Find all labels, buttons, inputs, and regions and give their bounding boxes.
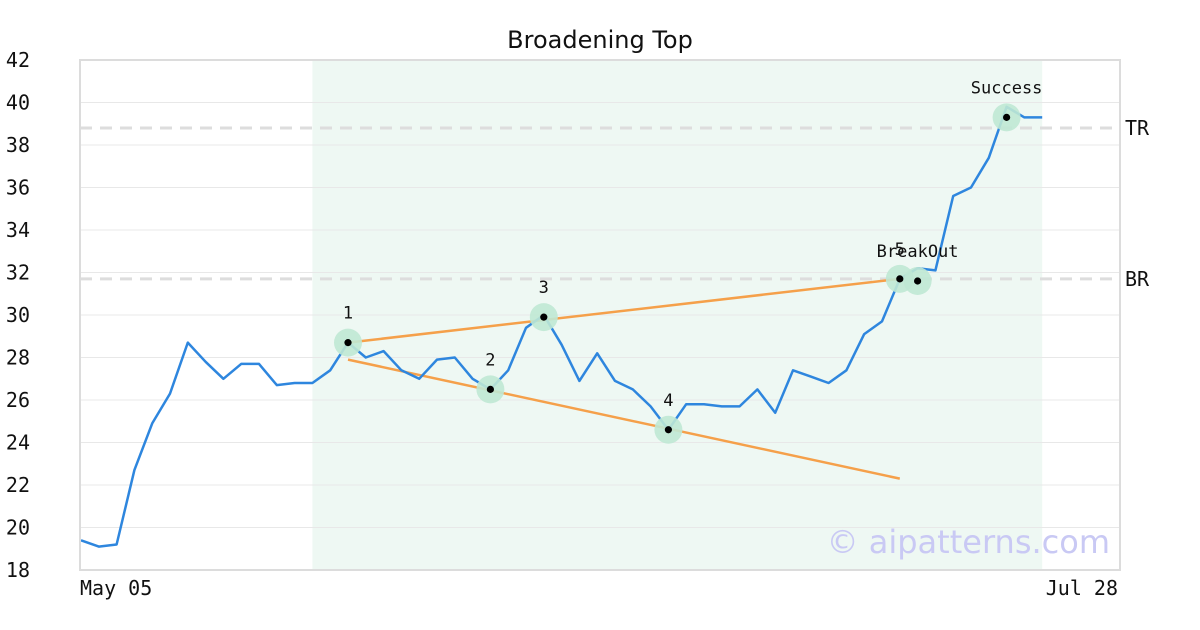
y-tick-label: 32: [6, 261, 30, 285]
y-tick-label: 42: [6, 48, 30, 72]
x-tick-label: Jul 28: [1046, 576, 1118, 600]
point-label: 3: [539, 278, 549, 298]
trend-line-upper: [347, 277, 900, 344]
point-dot: [664, 426, 673, 434]
y-tick-label: 36: [6, 176, 30, 200]
point-label: BreakOut: [877, 242, 959, 262]
point-dot: [896, 275, 904, 283]
price-line: [80, 105, 1043, 548]
level-label: BR: [1125, 267, 1150, 291]
plot-frame: [79, 59, 1121, 571]
point-label: 5: [895, 240, 905, 260]
chart-title: Broadening Top: [507, 26, 693, 54]
y-tick-label: 18: [6, 558, 30, 582]
point-dot: [486, 385, 494, 393]
level-label: TR: [1125, 116, 1150, 140]
point-label: Success: [971, 78, 1043, 98]
point-dot: [540, 313, 548, 321]
y-tick-label: 20: [6, 516, 30, 540]
y-tick-label: 28: [6, 346, 30, 370]
y-tick-label: 26: [6, 388, 30, 412]
point-dot: [344, 339, 352, 347]
y-tick-label: 40: [6, 91, 30, 115]
point-label: 4: [663, 391, 673, 411]
y-tick-label: 24: [6, 431, 30, 455]
point-label: 2: [485, 350, 495, 370]
y-tick-label: 34: [6, 218, 30, 242]
x-tick-label: May 05: [80, 576, 152, 600]
y-tick-label: 22: [6, 473, 30, 497]
point-dot: [1003, 113, 1011, 121]
point-label: 1: [343, 304, 353, 324]
x-axis: May 05 Jul 28: [80, 576, 1118, 600]
point-dot: [914, 277, 922, 285]
y-axis: 18 20 22 24 26 28 30 32 34 36 38 40 42: [6, 48, 30, 582]
watermark: © aipatterns.com: [827, 523, 1110, 561]
y-tick-label: 30: [6, 303, 30, 327]
y-tick-label: 38: [6, 133, 30, 157]
level-lines: TR BR: [80, 116, 1150, 291]
trend-lines: [347, 277, 901, 480]
trend-line-lower: [347, 358, 901, 480]
